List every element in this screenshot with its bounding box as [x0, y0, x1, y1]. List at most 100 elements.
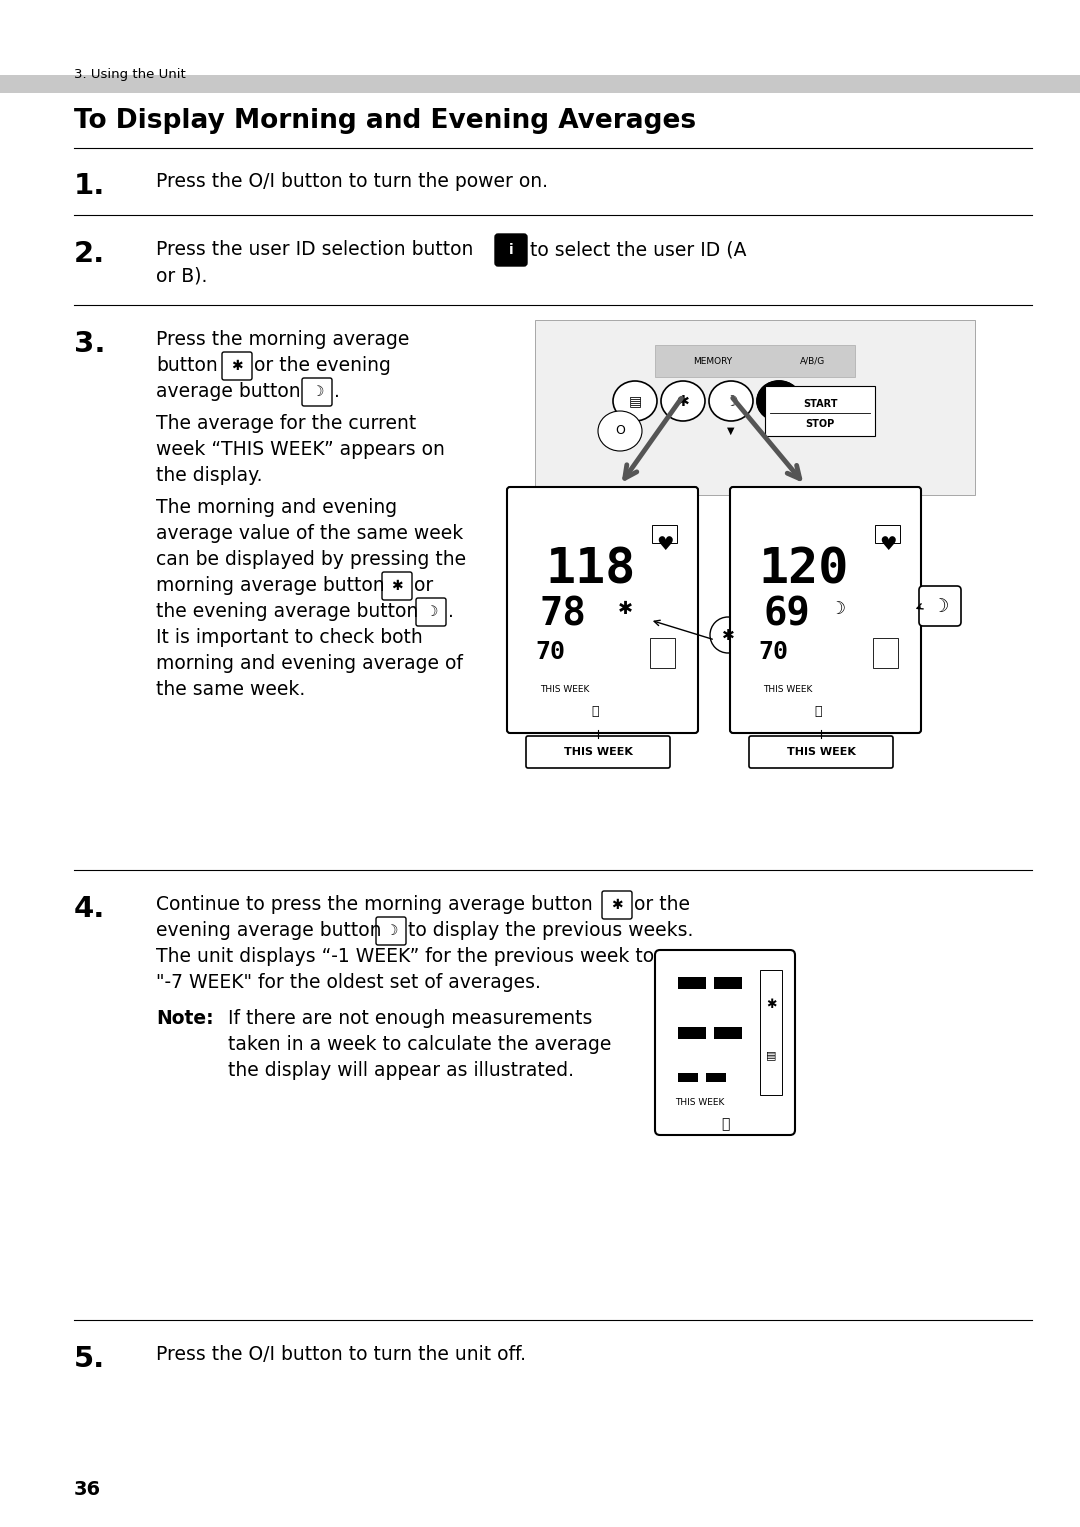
FancyBboxPatch shape: [750, 736, 893, 768]
Text: to display the previous weeks.: to display the previous weeks.: [408, 921, 693, 941]
FancyBboxPatch shape: [416, 599, 446, 626]
Text: .: .: [334, 382, 340, 402]
Text: evening average button: evening average button: [156, 921, 381, 941]
FancyBboxPatch shape: [730, 487, 921, 733]
FancyBboxPatch shape: [654, 950, 795, 1135]
Bar: [654, 345, 855, 377]
Text: ✱: ✱: [611, 898, 623, 912]
FancyBboxPatch shape: [495, 234, 527, 266]
Bar: [875, 525, 900, 544]
Text: the display will appear as illustrated.: the display will appear as illustrated.: [228, 1061, 573, 1080]
Text: Press the morning average: Press the morning average: [156, 330, 409, 350]
Bar: [652, 525, 677, 544]
Text: 70: 70: [535, 640, 565, 664]
Text: ♥: ♥: [657, 534, 674, 554]
Text: THIS WEEK: THIS WEEK: [540, 686, 590, 693]
Text: Ⓐ: Ⓐ: [814, 705, 822, 718]
FancyBboxPatch shape: [302, 379, 332, 406]
Text: ☽: ☽: [931, 597, 948, 615]
Bar: [678, 1073, 698, 1083]
Text: Press the user ID selection button: Press the user ID selection button: [156, 240, 473, 260]
Text: i: i: [509, 243, 513, 257]
Text: morning and evening average of: morning and evening average of: [156, 654, 463, 673]
Text: ☽: ☽: [424, 605, 437, 618]
Text: 4.: 4.: [75, 895, 106, 922]
Text: THIS WEEK: THIS WEEK: [762, 686, 812, 693]
Text: average value of the same week: average value of the same week: [156, 524, 463, 544]
Ellipse shape: [710, 617, 746, 654]
Text: ♥: ♥: [879, 534, 896, 554]
Ellipse shape: [757, 382, 801, 421]
Text: the same week.: the same week.: [156, 680, 306, 699]
Text: Note:: Note:: [156, 1009, 214, 1028]
Text: The morning and evening: The morning and evening: [156, 498, 397, 518]
Text: 69: 69: [762, 596, 810, 634]
Text: the evening average button: the evening average button: [156, 602, 418, 621]
Bar: [678, 1028, 706, 1038]
FancyBboxPatch shape: [507, 487, 698, 733]
Text: THIS WEEK: THIS WEEK: [786, 747, 855, 757]
Bar: [765, 386, 875, 437]
Text: THIS WEEK: THIS WEEK: [675, 1098, 725, 1107]
Text: Press the O/I button to turn the power on.: Press the O/I button to turn the power o…: [156, 173, 548, 191]
FancyBboxPatch shape: [602, 890, 632, 919]
Text: STOP: STOP: [806, 418, 835, 429]
Bar: [678, 977, 706, 989]
Text: O: O: [616, 425, 625, 438]
Ellipse shape: [598, 411, 642, 450]
Text: ▤: ▤: [629, 394, 642, 408]
Text: i: i: [777, 394, 781, 408]
Text: The average for the current: The average for the current: [156, 414, 416, 434]
Text: can be displayed by pressing the: can be displayed by pressing the: [156, 550, 467, 570]
Text: It is important to check both: It is important to check both: [156, 628, 422, 647]
FancyBboxPatch shape: [382, 573, 411, 600]
Text: 118: 118: [545, 545, 635, 592]
Text: or the: or the: [634, 895, 690, 915]
Text: If there are not enough measurements: If there are not enough measurements: [228, 1009, 592, 1028]
FancyBboxPatch shape: [222, 353, 252, 380]
Text: 70: 70: [758, 640, 788, 664]
Bar: [0, 75, 1080, 93]
Text: 2.: 2.: [75, 240, 105, 269]
FancyBboxPatch shape: [526, 736, 670, 768]
Text: or: or: [414, 576, 433, 596]
Text: ✱: ✱: [231, 359, 243, 373]
Text: 36: 36: [75, 1480, 102, 1500]
Bar: [714, 977, 742, 989]
Bar: [714, 1028, 742, 1038]
Text: MEMORY: MEMORY: [693, 356, 732, 365]
Text: Continue to press the morning average button: Continue to press the morning average bu…: [156, 895, 593, 915]
Text: 120: 120: [758, 545, 849, 592]
Text: average button: average button: [156, 382, 300, 402]
Text: .: .: [448, 602, 454, 621]
Text: Ⓐ: Ⓐ: [720, 1116, 729, 1132]
Text: 3.: 3.: [75, 330, 106, 357]
Text: ✱: ✱: [618, 600, 633, 618]
Text: morning average button: morning average button: [156, 576, 384, 596]
Text: The unit displays “-1 WEEK” for the previous week to: The unit displays “-1 WEEK” for the prev…: [156, 947, 654, 967]
Text: to select the user ID (A: to select the user ID (A: [530, 240, 746, 260]
Text: ▤: ▤: [766, 1051, 777, 1060]
Ellipse shape: [613, 382, 657, 421]
FancyBboxPatch shape: [919, 586, 961, 626]
Text: ✱: ✱: [766, 999, 777, 1011]
Text: To Display Morning and Evening Averages: To Display Morning and Evening Averages: [75, 108, 697, 134]
Bar: [760, 970, 782, 1095]
Text: the display.: the display.: [156, 466, 262, 486]
Ellipse shape: [708, 382, 753, 421]
Text: ☽: ☽: [384, 924, 397, 938]
Text: 5.: 5.: [75, 1345, 105, 1373]
Ellipse shape: [757, 382, 801, 421]
Text: START: START: [802, 399, 837, 409]
Text: ☽: ☽: [311, 385, 323, 399]
Text: week “THIS WEEK” appears on: week “THIS WEEK” appears on: [156, 440, 445, 460]
Text: ✱: ✱: [677, 394, 689, 409]
FancyBboxPatch shape: [376, 918, 406, 945]
Text: ☽: ☽: [829, 600, 846, 618]
Text: 78: 78: [540, 596, 586, 634]
Text: taken in a week to calculate the average: taken in a week to calculate the average: [228, 1035, 611, 1054]
Ellipse shape: [661, 382, 705, 421]
Text: ✱: ✱: [391, 579, 403, 592]
Text: 3. Using the Unit: 3. Using the Unit: [75, 69, 186, 81]
Text: "-7 WEEK" for the oldest set of averages.: "-7 WEEK" for the oldest set of averages…: [156, 973, 541, 993]
